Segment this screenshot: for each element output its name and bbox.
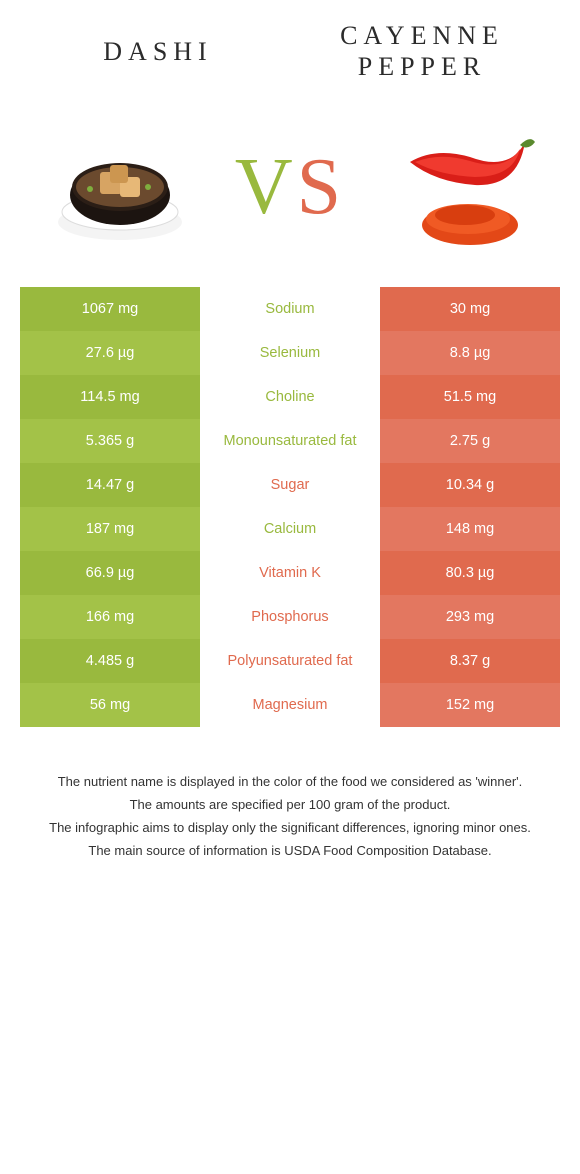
vs-s: S <box>297 143 346 231</box>
vs-v: V <box>235 143 297 231</box>
table-row: 1067 mgSodium30 mg <box>20 287 560 331</box>
left-value: 187 mg <box>20 507 200 551</box>
vs-label: VS <box>235 147 345 227</box>
cayenne-image <box>380 117 540 257</box>
left-value: 5.365 g <box>20 419 200 463</box>
right-value: 30 mg <box>380 287 560 331</box>
nutrient-label: Phosphorus <box>200 595 380 639</box>
table-row: 4.485 gPolyunsaturated fat8.37 g <box>20 639 560 683</box>
left-value: 14.47 g <box>20 463 200 507</box>
left-value: 27.6 µg <box>20 331 200 375</box>
footnote-line: The nutrient name is displayed in the co… <box>20 772 560 793</box>
nutrient-label: Monounsaturated fat <box>200 419 380 463</box>
left-value: 114.5 mg <box>20 375 200 419</box>
table-row: 187 mgCalcium148 mg <box>20 507 560 551</box>
comparison-table: 1067 mgSodium30 mg27.6 µgSelenium8.8 µg1… <box>20 287 560 727</box>
header: DASHI CAYENNE PEPPER <box>20 20 560 92</box>
right-value: 148 mg <box>380 507 560 551</box>
nutrient-label: Selenium <box>200 331 380 375</box>
nutrient-label: Calcium <box>200 507 380 551</box>
table-row: 5.365 gMonounsaturated fat2.75 g <box>20 419 560 463</box>
footnotes: The nutrient name is displayed in the co… <box>20 772 560 863</box>
right-value: 10.34 g <box>380 463 560 507</box>
nutrient-label: Vitamin K <box>200 551 380 595</box>
nutrient-label: Sodium <box>200 287 380 331</box>
footnote-line: The amounts are specified per 100 gram o… <box>20 795 560 816</box>
left-value: 166 mg <box>20 595 200 639</box>
dashi-image <box>40 117 200 257</box>
right-value: 8.8 µg <box>380 331 560 375</box>
table-row: 66.9 µgVitamin K80.3 µg <box>20 551 560 595</box>
table-row: 114.5 mgCholine51.5 mg <box>20 375 560 419</box>
vs-row: VS <box>20 117 560 257</box>
right-value: 51.5 mg <box>380 375 560 419</box>
nutrient-label: Choline <box>200 375 380 419</box>
footnote-line: The main source of information is USDA F… <box>20 841 560 862</box>
footnote-line: The infographic aims to display only the… <box>20 818 560 839</box>
right-value: 8.37 g <box>380 639 560 683</box>
right-value: 152 mg <box>380 683 560 727</box>
table-row: 14.47 gSugar10.34 g <box>20 463 560 507</box>
nutrient-label: Polyunsaturated fat <box>200 639 380 683</box>
table-row: 56 mgMagnesium152 mg <box>20 683 560 727</box>
left-food-title: DASHI <box>50 36 266 67</box>
right-value: 80.3 µg <box>380 551 560 595</box>
right-value: 293 mg <box>380 595 560 639</box>
left-value: 66.9 µg <box>20 551 200 595</box>
nutrient-label: Magnesium <box>200 683 380 727</box>
table-row: 27.6 µgSelenium8.8 µg <box>20 331 560 375</box>
left-value: 1067 mg <box>20 287 200 331</box>
left-value: 56 mg <box>20 683 200 727</box>
table-row: 166 mgPhosphorus293 mg <box>20 595 560 639</box>
right-food-title: CAYENNE PEPPER <box>314 20 530 82</box>
nutrient-label: Sugar <box>200 463 380 507</box>
right-value: 2.75 g <box>380 419 560 463</box>
left-value: 4.485 g <box>20 639 200 683</box>
